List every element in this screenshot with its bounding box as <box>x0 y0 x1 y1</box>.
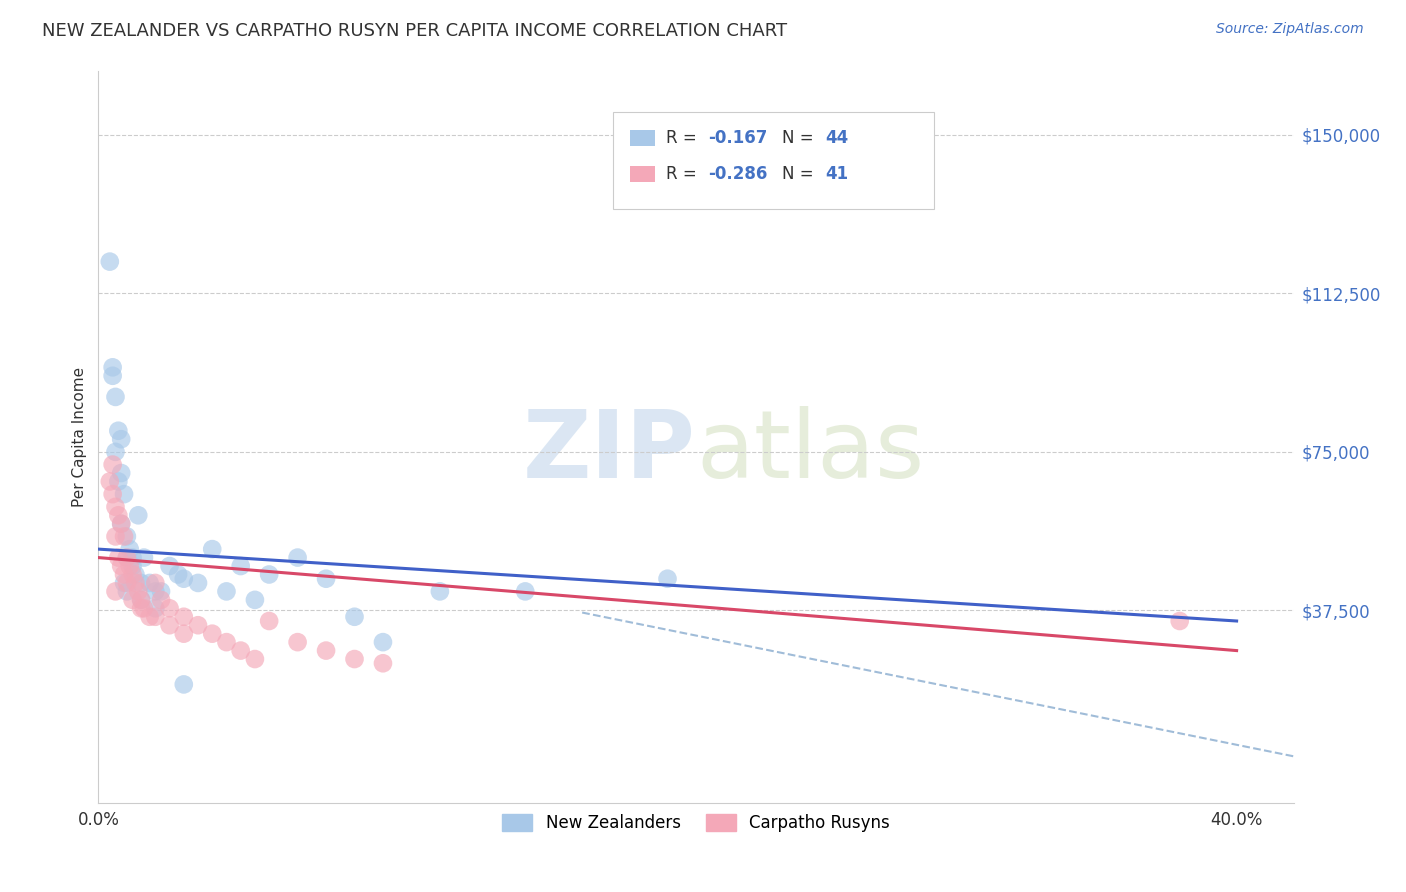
Point <box>138 609 160 624</box>
Point <box>129 592 152 607</box>
Point <box>229 643 252 657</box>
Point <box>201 626 224 640</box>
Point <box>343 609 366 624</box>
Text: N =: N = <box>782 129 818 147</box>
Point <box>121 550 143 565</box>
Point <box>110 516 132 531</box>
Point <box>121 592 143 607</box>
Point <box>187 618 209 632</box>
Point <box>132 601 155 615</box>
Point <box>115 576 138 591</box>
Text: -0.286: -0.286 <box>709 165 768 183</box>
Point <box>315 572 337 586</box>
Text: R =: R = <box>666 165 703 183</box>
Point <box>104 584 127 599</box>
Point <box>143 609 166 624</box>
Y-axis label: Per Capita Income: Per Capita Income <box>72 367 87 508</box>
Point <box>104 500 127 514</box>
Point <box>159 559 181 574</box>
Point <box>287 550 309 565</box>
Point <box>657 572 679 586</box>
Point <box>129 601 152 615</box>
Point <box>110 559 132 574</box>
Point <box>110 432 132 446</box>
Point <box>101 458 124 472</box>
Point <box>112 529 135 543</box>
Text: -0.167: -0.167 <box>709 129 768 147</box>
Point <box>101 368 124 383</box>
Text: ZIP: ZIP <box>523 406 696 498</box>
Point <box>107 424 129 438</box>
Point <box>159 618 181 632</box>
Point <box>104 445 127 459</box>
Point <box>150 592 173 607</box>
Point <box>143 576 166 591</box>
Point <box>287 635 309 649</box>
Point <box>150 584 173 599</box>
Point <box>173 626 195 640</box>
Point <box>118 542 141 557</box>
Point <box>112 487 135 501</box>
Point <box>129 592 152 607</box>
Point <box>159 601 181 615</box>
Text: 44: 44 <box>825 129 849 147</box>
Text: atlas: atlas <box>696 406 924 498</box>
Point <box>173 572 195 586</box>
Point <box>343 652 366 666</box>
Point <box>315 643 337 657</box>
Text: NEW ZEALANDER VS CARPATHO RUSYN PER CAPITA INCOME CORRELATION CHART: NEW ZEALANDER VS CARPATHO RUSYN PER CAPI… <box>42 22 787 40</box>
Point <box>167 567 190 582</box>
Point <box>110 466 132 480</box>
Point <box>215 635 238 649</box>
Point <box>124 576 146 591</box>
Point <box>143 584 166 599</box>
Point <box>121 567 143 582</box>
Text: 41: 41 <box>825 165 848 183</box>
Point <box>101 487 124 501</box>
Point <box>107 475 129 489</box>
Point <box>129 576 152 591</box>
Point <box>112 567 135 582</box>
Point <box>132 550 155 565</box>
Point <box>104 390 127 404</box>
Point <box>257 567 280 582</box>
Point <box>115 584 138 599</box>
Point <box>1168 614 1191 628</box>
Point <box>98 475 121 489</box>
Point <box>118 559 141 574</box>
Point <box>201 542 224 557</box>
Point <box>257 614 280 628</box>
Point <box>110 516 132 531</box>
Point <box>243 592 266 607</box>
Legend: New Zealanders, Carpatho Rusyns: New Zealanders, Carpatho Rusyns <box>495 807 897 838</box>
Point <box>243 652 266 666</box>
Point <box>112 576 135 591</box>
Text: Source: ZipAtlas.com: Source: ZipAtlas.com <box>1216 22 1364 37</box>
Point <box>107 508 129 523</box>
Point <box>371 635 394 649</box>
Point <box>121 559 143 574</box>
Point <box>371 657 394 671</box>
Point <box>173 609 195 624</box>
Point <box>115 529 138 543</box>
Point <box>115 550 138 565</box>
Point <box>138 576 160 591</box>
Point <box>124 567 146 582</box>
Point <box>127 584 149 599</box>
Point <box>107 550 129 565</box>
Point <box>127 508 149 523</box>
Point <box>215 584 238 599</box>
Point <box>429 584 451 599</box>
Point <box>104 529 127 543</box>
Point <box>187 576 209 591</box>
Text: N =: N = <box>782 165 818 183</box>
Point <box>115 550 138 565</box>
Point <box>98 254 121 268</box>
Text: R =: R = <box>666 129 703 147</box>
Point <box>101 360 124 375</box>
Point <box>143 601 166 615</box>
Point <box>173 677 195 691</box>
Point <box>229 559 252 574</box>
Point <box>515 584 537 599</box>
